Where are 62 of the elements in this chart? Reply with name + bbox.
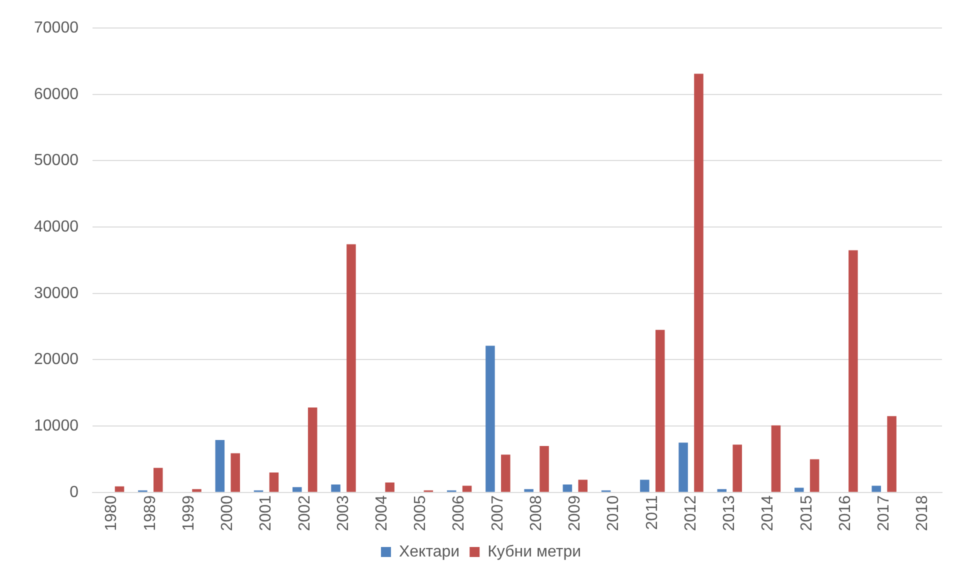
bar (732, 444, 742, 492)
bar (771, 425, 781, 492)
x-tick-label: 2000 (219, 495, 236, 531)
x-tick-label: 2014 (760, 495, 777, 531)
bar (486, 346, 495, 492)
x-tick-label: 2013 (721, 495, 738, 531)
x-tick-label: 2012 (682, 495, 700, 531)
x-tick-label: 2008 (528, 495, 545, 531)
x-tick-label: 2001 (258, 495, 275, 531)
bar (501, 454, 510, 492)
legend-label: Хектари (398, 543, 460, 560)
y-tick-label: 70000 (34, 19, 79, 36)
bar (678, 442, 688, 492)
bar (810, 459, 820, 492)
y-tick-label: 10000 (34, 417, 79, 434)
bar (562, 484, 572, 492)
bar (462, 486, 472, 492)
bar (346, 244, 356, 492)
bar (292, 487, 302, 492)
bar (694, 74, 704, 492)
bar (308, 407, 318, 492)
x-tick-label: 2004 (374, 495, 391, 531)
x-tick-label: 1999 (180, 495, 198, 531)
x-tick-label: 2018 (914, 495, 932, 531)
bar (114, 486, 124, 492)
bar (640, 480, 650, 492)
bar (385, 482, 394, 492)
y-tick-label: 0 (70, 484, 79, 501)
bar (154, 468, 163, 492)
x-tick-label: 2009 (566, 495, 584, 531)
legend-label: Кубни метри (488, 543, 582, 560)
x-tick-label: 2011 (644, 495, 661, 530)
x-tick-label: 2003 (334, 495, 352, 531)
x-tick-label: 2005 (412, 495, 430, 531)
x-tick-label: 2016 (836, 495, 854, 531)
x-tick-label: 2006 (450, 495, 468, 531)
x-tick-label: 2007 (489, 495, 506, 531)
bar (717, 489, 727, 492)
bar (540, 446, 549, 492)
bar (192, 489, 202, 492)
x-tick-label: 2010 (605, 495, 622, 531)
x-tick-label: 2002 (296, 495, 314, 531)
bar (794, 488, 804, 492)
bar (872, 486, 881, 492)
y-tick-label: 60000 (34, 86, 79, 103)
y-tick-label: 40000 (34, 218, 79, 236)
bar (578, 480, 588, 492)
x-tick-label: 2017 (875, 495, 892, 531)
y-tick-label: 20000 (34, 351, 79, 368)
bar (331, 484, 340, 492)
bar (230, 453, 240, 492)
x-tick-label: 1989 (142, 495, 159, 531)
y-tick-label: 50000 (34, 152, 79, 170)
y-tick-label: 30000 (34, 284, 79, 302)
x-tick-label: 2015 (798, 495, 816, 531)
bar (848, 250, 858, 492)
bar (269, 472, 279, 492)
bar (655, 330, 665, 492)
bar (887, 416, 896, 492)
x-tick-label: 1980 (103, 495, 120, 531)
bar (524, 489, 534, 492)
bar (215, 440, 225, 492)
